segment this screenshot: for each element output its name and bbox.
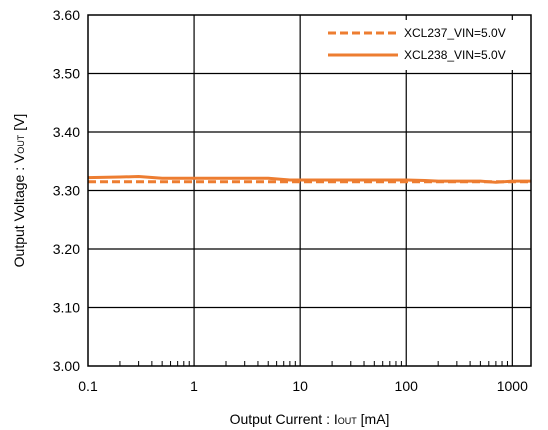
y-tick-label: 3.20 <box>53 241 80 257</box>
y-axis-title-main: Output Voltage : V <box>11 153 27 267</box>
legend: XCL237_VIN=5.0V XCL238_VIN=5.0V <box>322 20 527 70</box>
x-tick-label: 0.1 <box>78 378 98 394</box>
x-tick-label: 10 <box>292 378 308 394</box>
y-tick-label: 3.50 <box>53 66 80 82</box>
y-tick-label: 3.10 <box>53 300 80 316</box>
x-axis-title-tail: [mA] <box>357 411 390 427</box>
x-tick-label: 100 <box>395 378 419 394</box>
y-axis-title-tail: [V] <box>11 114 27 135</box>
grid <box>88 15 531 366</box>
x-axis-title-main: Output Current : I <box>230 411 338 427</box>
x-tick-label: 1 <box>190 378 198 394</box>
y-axis-title: Output Voltage : VOUT [V] <box>11 114 27 268</box>
y-axis-title-sub: OUT <box>16 134 26 154</box>
x-tick-label: 1000 <box>497 378 528 394</box>
y-tick-label: 3.00 <box>53 358 80 374</box>
x-axis-title: Output Current : IOUT [mA] <box>230 411 390 427</box>
tick-labels: 3.00 3.10 3.20 3.30 3.40 3.50 3.60 0.1 1 10 100 100… <box>53 7 528 394</box>
minor-ticks <box>119 361 508 366</box>
y-tick-label: 3.60 <box>53 7 80 23</box>
plot-frame <box>87 14 532 367</box>
legend-background <box>322 20 527 70</box>
y-tick-label: 3.30 <box>53 183 80 199</box>
series-line-xcl238 <box>87 174 531 184</box>
x-axis-title-sub: OUT <box>338 416 358 426</box>
legend-label-xcl237: XCL237_VIN=5.0V <box>404 26 506 40</box>
y-tick-label: 3.40 <box>53 124 80 140</box>
series-lines <box>87 174 531 184</box>
legend-label-xcl238: XCL238_VIN=5.0V <box>404 48 506 62</box>
